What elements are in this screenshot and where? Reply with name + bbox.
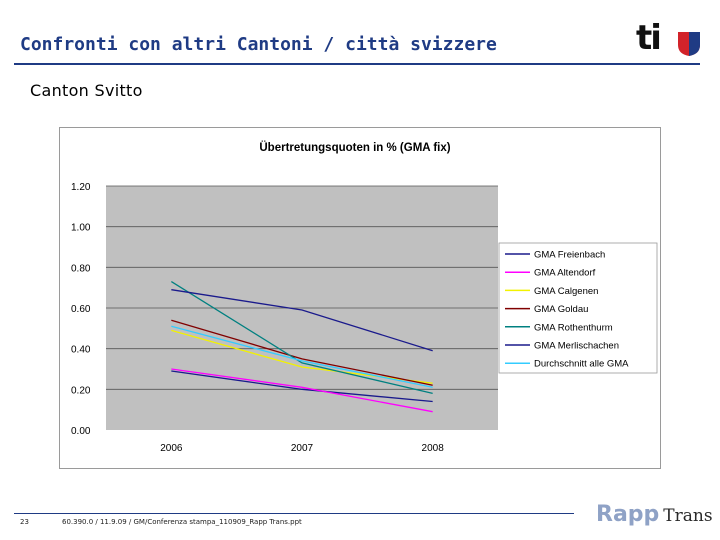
series-line — [170, 281, 433, 395]
legend-label: GMA Rothenthurm — [534, 322, 613, 333]
series-line — [171, 289, 433, 352]
x-tick-label: 2007 — [291, 443, 314, 454]
x-tick-label: 2008 — [422, 443, 445, 454]
rapp-trans-logo: Rapp Trans — [596, 502, 713, 527]
legend-label: GMA Goldau — [534, 304, 588, 315]
title-underline — [14, 63, 700, 65]
footer-rule — [14, 513, 574, 514]
series-line — [171, 329, 433, 384]
chart-legend: GMA Freienbach GMA Altendorf GMA Calgenen G… — [498, 242, 658, 374]
legend-label: GMA Freienbach — [534, 250, 605, 261]
y-tick-label: 1.00 — [71, 223, 91, 234]
legend-label: GMA Calgenen — [534, 286, 598, 297]
y-tick-label: 0.00 — [71, 426, 91, 437]
y-tick-label: 0.80 — [71, 263, 91, 274]
y-tick-label: 0.20 — [71, 385, 91, 396]
gridlines — [106, 185, 498, 390]
series-line — [171, 370, 433, 403]
series-lines — [170, 281, 433, 413]
series-line — [171, 325, 433, 388]
logo-ti-text: ti — [636, 18, 662, 58]
y-axis-ticks: 0.00 0.20 0.40 0.60 0.80 1.00 1.20 — [71, 182, 91, 437]
series-line — [171, 319, 433, 386]
document-reference: 60.390.0 / 11.9.09 / GM/Conferenza stamp… — [62, 518, 302, 526]
y-tick-label: 0.40 — [71, 345, 91, 356]
page-subtitle: Canton Svitto — [30, 81, 143, 100]
x-tick-label: 2006 — [160, 443, 183, 454]
shield-icon — [678, 32, 700, 56]
rapp-logo-part2: Trans — [663, 506, 713, 526]
x-axis-ticks: 2006 2007 2008 — [160, 443, 444, 454]
y-tick-label: 0.60 — [71, 304, 91, 315]
rapp-logo-part1: Rapp — [596, 502, 660, 527]
page-number: 23 — [20, 518, 29, 526]
legend-label: Durchschnitt alle GMA — [534, 359, 629, 370]
chart-title: Übertretungsquoten in % (GMA fix) — [259, 141, 450, 154]
y-tick-label: 1.20 — [71, 182, 91, 193]
series-line — [171, 368, 433, 413]
legend-label: GMA Merlischachen — [534, 341, 619, 352]
page-title: Confronti con altri Cantoni / città sviz… — [20, 34, 497, 55]
legend-label: GMA Altendorf — [534, 268, 596, 279]
